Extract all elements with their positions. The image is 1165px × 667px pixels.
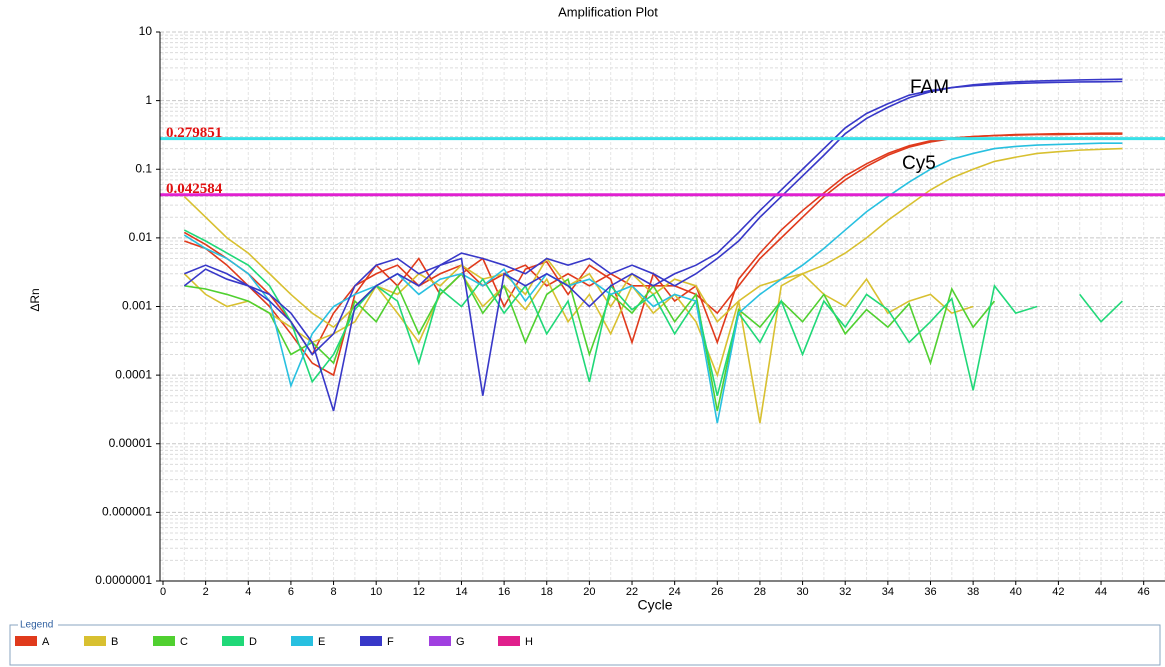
amplification-curve xyxy=(184,272,996,412)
x-tick-label: 16 xyxy=(498,586,510,598)
x-tick-label: 34 xyxy=(882,586,894,598)
y-tick-label: 1 xyxy=(145,93,152,107)
legend-label: E xyxy=(318,636,325,648)
x-tick-label: 24 xyxy=(669,586,681,598)
legend-swatch xyxy=(222,636,244,646)
grid xyxy=(160,31,1165,582)
y-tick-label: 0.001 xyxy=(122,299,152,313)
annotation: FAM xyxy=(910,77,949,98)
annotation: Cy5 xyxy=(902,153,936,174)
legend-label: C xyxy=(180,636,188,648)
axes: 10 1 0.1 0.01 0.001 0.0001 0.00001 0.000001 0.00… xyxy=(95,24,1165,598)
y-tick-label: 0.0001 xyxy=(115,367,152,381)
x-tick-label: 6 xyxy=(288,586,294,598)
x-tick-label: 32 xyxy=(839,586,851,598)
y-tick-label: 0.1 xyxy=(135,161,152,175)
x-tick-label: 38 xyxy=(967,586,979,598)
y-tick-label: 0.000001 xyxy=(102,505,152,519)
x-tick-label: 20 xyxy=(583,586,595,598)
amplification-curve xyxy=(183,272,974,424)
x-tick-label: 14 xyxy=(455,586,467,598)
x-tick-label: 26 xyxy=(711,586,723,598)
y-tick-label: 0.01 xyxy=(129,230,153,244)
legend-swatch xyxy=(429,636,451,646)
y-axis-label: ΔRn xyxy=(28,288,42,311)
x-tick-label: 2 xyxy=(203,586,209,598)
legend-box xyxy=(9,624,1161,666)
x-tick-label: 42 xyxy=(1052,586,1064,598)
legend-swatch xyxy=(498,636,520,646)
x-tick-label: 36 xyxy=(924,586,936,598)
legend-title-bg xyxy=(18,619,58,631)
legend-swatch xyxy=(84,636,106,646)
x-tick-label: 46 xyxy=(1138,586,1150,598)
x-tick-label: 40 xyxy=(1010,586,1022,598)
amplification-curve xyxy=(1079,293,1123,323)
x-tick-label: 10 xyxy=(370,586,382,598)
threshold-label: 0.042584 xyxy=(166,181,223,197)
amplification-curve xyxy=(183,78,1123,356)
legend-label: A xyxy=(42,636,50,648)
x-tick-label: 0 xyxy=(160,586,166,598)
x-tick-label: 4 xyxy=(245,586,251,598)
threshold-label: 0.279851 xyxy=(166,125,222,141)
x-tick-label: 28 xyxy=(754,586,766,598)
thresholds: 0.279851 0.042584 xyxy=(160,125,1165,197)
x-axis-label: Cycle xyxy=(637,597,672,613)
chart-title: Amplification Plot xyxy=(558,4,658,19)
legend-label: G xyxy=(456,636,465,648)
x-tick-label: 18 xyxy=(541,586,553,598)
x-tick-label: 22 xyxy=(626,586,638,598)
y-tick-label: 0.00001 xyxy=(109,436,153,450)
legend-swatch xyxy=(291,636,313,646)
amplification-curve xyxy=(183,142,1123,424)
x-tick-label: 30 xyxy=(796,586,808,598)
x-tick-label: 8 xyxy=(330,586,336,598)
legend-swatch xyxy=(153,636,175,646)
legend-label: H xyxy=(525,636,533,648)
legend: A B C D E F G H xyxy=(15,636,533,648)
x-tick-label: 12 xyxy=(413,586,425,598)
plot-lines xyxy=(183,78,1123,424)
y-tick-label: 10 xyxy=(139,24,153,38)
legend-swatch xyxy=(360,636,382,646)
legend-title: Legend xyxy=(20,620,53,631)
legend-label: B xyxy=(111,636,118,648)
legend-label: F xyxy=(387,636,394,648)
x-tick-label: 44 xyxy=(1095,586,1107,598)
y-tick-label: 0.0000001 xyxy=(95,573,152,587)
legend-label: D xyxy=(249,636,257,648)
legend-swatch xyxy=(15,636,37,646)
